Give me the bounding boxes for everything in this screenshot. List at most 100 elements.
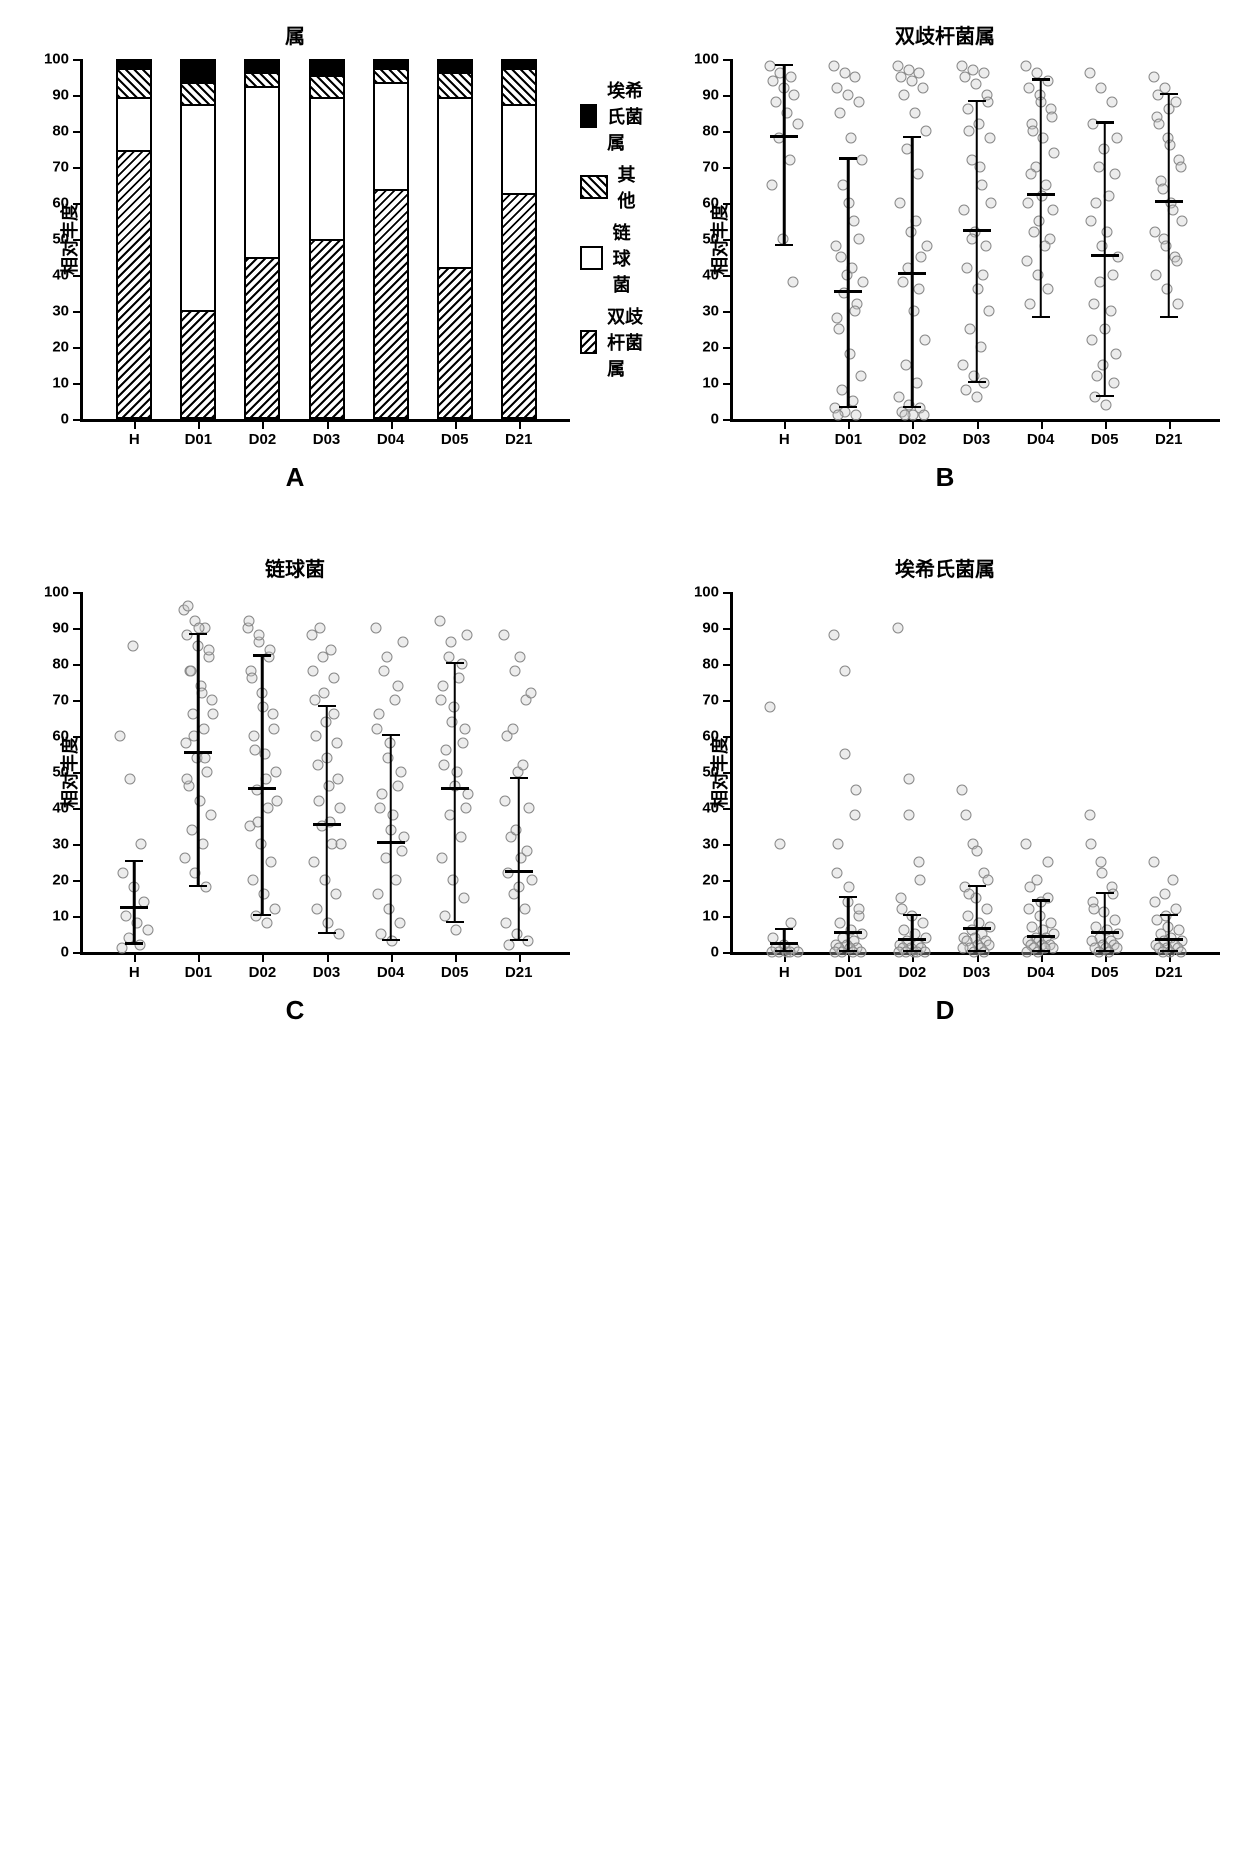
data-point <box>835 918 846 929</box>
panel-c-plot: 相对丰度 0102030405060708090100HD01D02D03D04… <box>80 592 570 955</box>
data-point <box>1176 947 1187 958</box>
data-point <box>258 889 269 900</box>
data-point <box>850 810 861 821</box>
error-cap <box>903 914 921 917</box>
data-point <box>397 637 408 648</box>
data-point <box>983 306 994 317</box>
data-point <box>394 918 405 929</box>
data-point <box>500 795 511 806</box>
y-tick-label: 90 <box>702 620 733 637</box>
data-point <box>1087 334 1098 345</box>
error-cap <box>510 939 528 942</box>
mean-marker <box>1091 254 1119 257</box>
data-point <box>977 180 988 191</box>
legend-label: 埃希氏菌属 <box>607 77 644 155</box>
data-point <box>851 785 862 796</box>
x-tick-label: H <box>779 419 790 448</box>
bar-segment-bifido <box>503 193 535 417</box>
data-point <box>1107 270 1118 281</box>
legend-swatch <box>580 104 597 128</box>
bar-segment-strepto <box>439 97 471 268</box>
y-tick-label: 10 <box>702 908 733 925</box>
legend-row: 埃希氏菌属 <box>580 77 644 155</box>
data-point <box>1176 162 1187 173</box>
bar-segment-escherichia <box>246 61 278 72</box>
data-point <box>135 939 146 950</box>
error-cap <box>1096 395 1114 398</box>
bar-segment-other <box>375 68 407 82</box>
data-point <box>1151 270 1162 281</box>
x-tick-label: D21 <box>505 952 533 981</box>
data-point <box>915 875 926 886</box>
data-point <box>764 61 775 72</box>
data-point <box>392 680 403 691</box>
data-point <box>117 867 128 878</box>
data-point <box>326 644 337 655</box>
y-tick-label: 30 <box>702 303 733 320</box>
legend-label: 双歧杆菌属 <box>607 303 644 381</box>
data-point <box>332 774 343 785</box>
data-point <box>393 781 404 792</box>
legend-swatch <box>580 330 597 354</box>
bar-segment-bifido <box>246 257 278 417</box>
error-cap <box>446 662 464 665</box>
x-tick-label: D02 <box>899 419 927 448</box>
data-point <box>438 680 449 691</box>
data-point <box>1107 889 1118 900</box>
data-point <box>958 205 969 216</box>
data-point <box>391 875 402 886</box>
data-point <box>1093 162 1104 173</box>
data-point <box>789 90 800 101</box>
data-point <box>856 154 867 165</box>
figure-grid: 属 相对丰度 0102030405060708090100HD01D02D03D… <box>20 20 1220 1026</box>
bar-segment-strepto <box>503 104 535 193</box>
data-point <box>766 947 777 958</box>
y-tick-label: 20 <box>52 872 83 889</box>
panel-c-letter: C <box>20 995 570 1026</box>
x-tick-label: D01 <box>185 952 213 981</box>
data-point <box>893 947 904 958</box>
data-point <box>187 824 198 835</box>
data-point <box>381 651 392 662</box>
x-tick-label: D01 <box>835 419 863 448</box>
data-point <box>312 903 323 914</box>
data-point <box>833 324 844 335</box>
y-tick-label: 0 <box>711 411 733 428</box>
y-tick-label: 80 <box>52 123 83 140</box>
stacked-bar <box>180 59 216 419</box>
y-tick-label: 100 <box>694 51 733 68</box>
data-point <box>515 651 526 662</box>
data-point <box>207 709 218 720</box>
y-tick-label: 70 <box>702 692 733 709</box>
x-tick-label: D21 <box>1155 419 1183 448</box>
data-point <box>1109 914 1120 925</box>
mean-marker <box>313 823 341 826</box>
y-tick-label: 10 <box>702 375 733 392</box>
data-point <box>851 410 862 421</box>
data-point <box>373 889 384 900</box>
error-bar <box>911 916 914 952</box>
error-cap <box>318 705 336 708</box>
data-point <box>455 831 466 842</box>
error-cap <box>1096 950 1114 953</box>
bar-segment-escherichia <box>503 61 535 68</box>
data-point <box>509 666 520 677</box>
data-point <box>964 889 975 900</box>
panel-c-title: 链球菌 <box>20 553 570 582</box>
mean-marker <box>770 942 798 945</box>
data-point <box>832 410 843 421</box>
data-point <box>985 198 996 209</box>
error-cap <box>189 633 207 636</box>
panel-a-plot: 相对丰度 0102030405060708090100HD01D02D03D04… <box>80 59 570 422</box>
panel-b-letter: B <box>670 462 1220 493</box>
x-tick-label: D05 <box>441 952 469 981</box>
data-point <box>254 630 265 641</box>
data-point <box>250 745 261 756</box>
data-point <box>318 687 329 698</box>
bar-segment-bifido <box>311 239 343 417</box>
error-bar <box>517 779 520 941</box>
data-point <box>960 72 971 83</box>
data-point <box>457 738 468 749</box>
data-point <box>832 839 843 850</box>
data-point <box>971 846 982 857</box>
